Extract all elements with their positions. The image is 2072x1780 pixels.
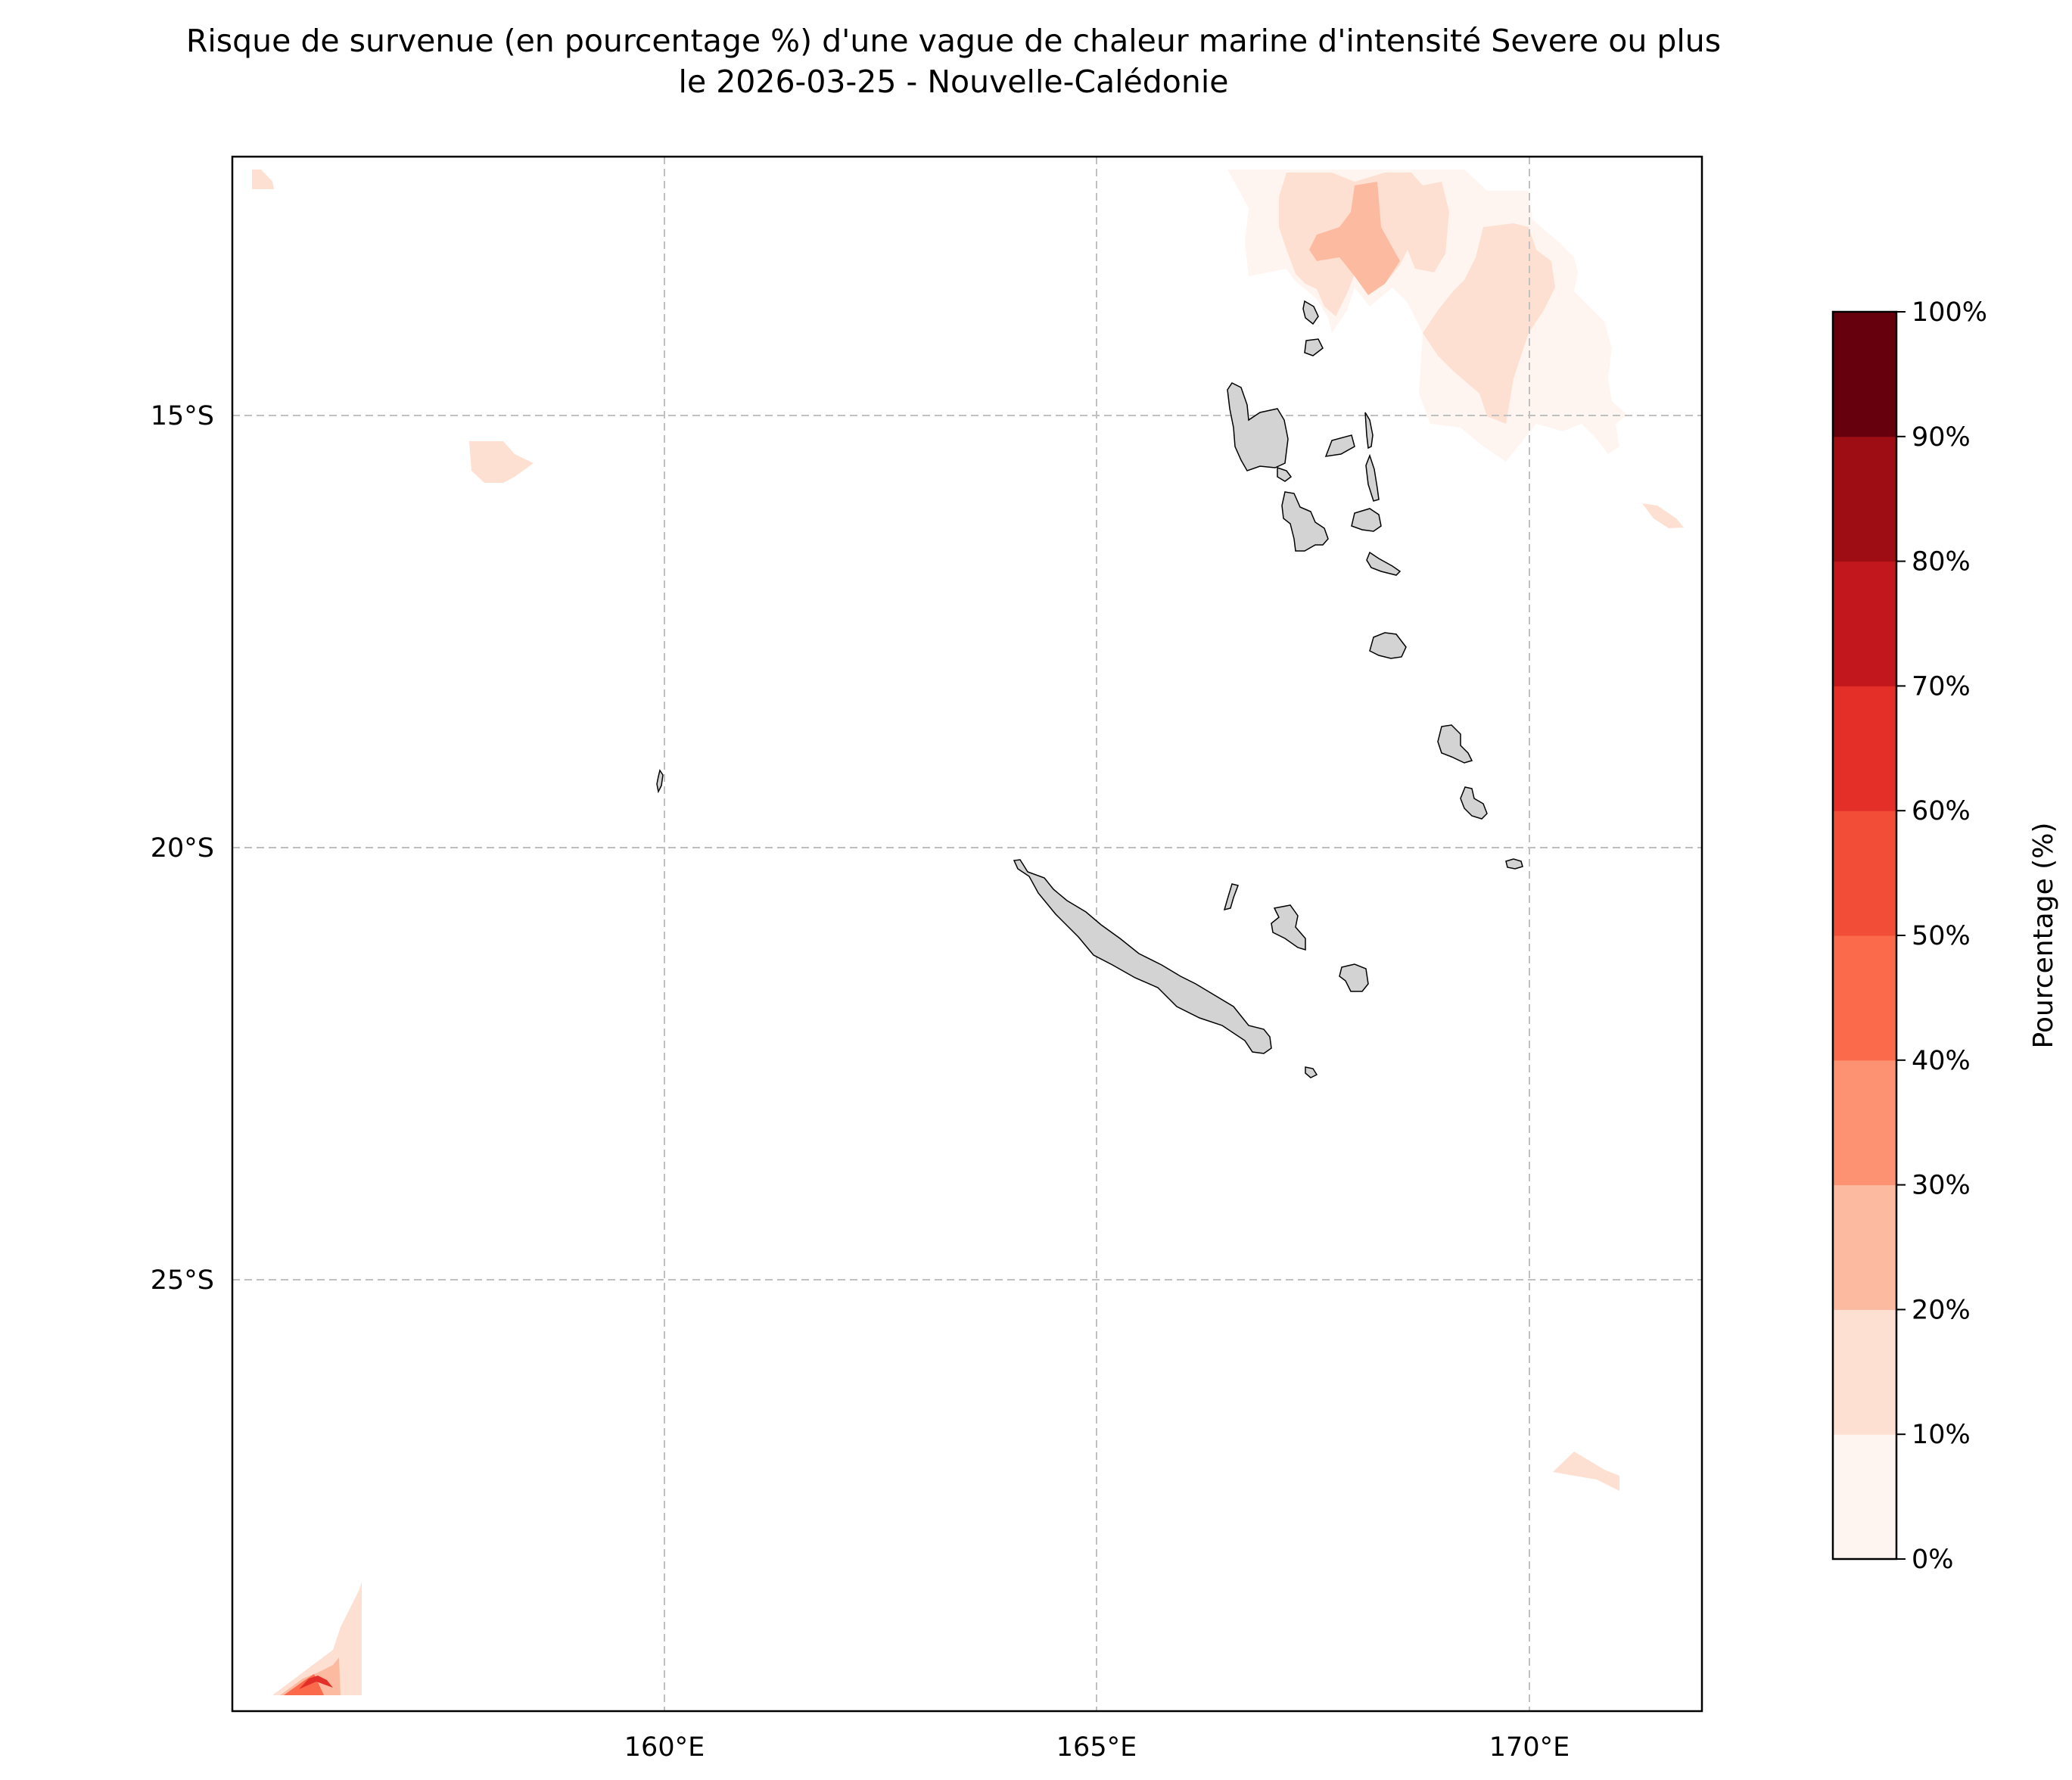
colorbar-frame [1831, 310, 1898, 1561]
colorbar-tick-label: 100% [1912, 297, 1987, 328]
colorbar-bands [1833, 312, 1896, 1560]
colorbar-ticks: 0% 10% 20% 30% 40% 50% 60% 70% 80% 90% 100% [1896, 297, 1987, 1575]
colorbar: 0% 10% 20% 30% 40% 50% 60% 70% 80% 90% 100% Pource… [1831, 297, 2059, 1575]
land-ouvea [1223, 883, 1239, 911]
colorbar-label: Pourcentage (%) [2028, 823, 2059, 1049]
map-frame [231, 155, 1703, 1713]
land-grande-terre [1013, 859, 1272, 1054]
colorbar-tick-label: 20% [1912, 1295, 1971, 1325]
colorbar-tick-label: 70% [1912, 671, 1971, 702]
colorbar-tick-label: 30% [1912, 1171, 1971, 1201]
title-line1: Risque de survenue (en pourcentage %) d'… [186, 23, 1721, 59]
risk-area-ne-mid-2 [1423, 223, 1555, 424]
colorbar-tick-label: 90% [1912, 422, 1971, 453]
map-panel [231, 155, 1703, 1713]
colorbar-band [1833, 1060, 1896, 1186]
land-erromango [1437, 724, 1473, 764]
colorbar-band [1833, 312, 1896, 437]
land-efate [1369, 632, 1407, 659]
risk-area-west [469, 441, 534, 483]
land-masses [656, 300, 1523, 1078]
land-mare [1339, 963, 1369, 992]
colorbar-tick-label: 40% [1912, 1046, 1971, 1076]
colorbar-band [1833, 1434, 1896, 1560]
risk-area-corner-nw [252, 170, 274, 189]
land-espiritu-santo [1227, 382, 1289, 471]
land-epi [1366, 551, 1402, 576]
colorbar-band [1833, 561, 1896, 686]
land-ambae [1324, 434, 1355, 457]
risk-area-se [1553, 1452, 1619, 1491]
land-tanna [1460, 786, 1488, 820]
lat-tick-15s: 15°S [151, 401, 214, 431]
land-malekula [1281, 491, 1329, 552]
colorbar-band [1833, 686, 1896, 811]
lon-tick-170: 170°E [1489, 1732, 1570, 1763]
land-pentecost [1365, 453, 1380, 502]
lat-tick-25s: 25°S [151, 1265, 214, 1296]
land-maewo [1364, 412, 1374, 450]
colorbar-band [1833, 1184, 1896, 1310]
lon-tick-160: 160°E [624, 1732, 705, 1763]
land-malo [1277, 466, 1293, 482]
lat-tick-20s: 20°S [151, 833, 214, 864]
risk-area-ne-strong [1309, 182, 1400, 295]
colorbar-band [1833, 1309, 1896, 1435]
lat-tick-labels: 15°S 20°S 25°S [151, 401, 214, 1296]
risk-area-sw-peak [299, 1676, 333, 1689]
lon-tick-labels: 160°E 165°E 170°E [624, 1732, 1570, 1763]
colorbar-tick-label: 10% [1912, 1420, 1971, 1450]
colorbar-band [1833, 811, 1896, 936]
colorbar-tick-label: 80% [1912, 547, 1971, 577]
risk-contours [252, 170, 1684, 1695]
colorbar-tick-label: 50% [1912, 921, 1971, 951]
colorbar-band [1833, 436, 1896, 562]
land-ile-des-pins [1305, 1066, 1318, 1078]
colorbar-band [1833, 935, 1896, 1061]
colorbar-tick-label: 0% [1912, 1545, 1954, 1575]
land-torres [1302, 300, 1319, 325]
land-banks [1304, 338, 1324, 356]
colorbar-tick-label: 60% [1912, 796, 1971, 826]
land-ambrym [1351, 508, 1382, 532]
land-aneityum [1505, 858, 1523, 870]
title-line2: le 2026-03-25 - Nouvelle-Calédonie [679, 64, 1229, 100]
risk-area-far-ne [1642, 503, 1684, 528]
land-lifou [1271, 904, 1306, 951]
lon-tick-165: 165°E [1056, 1732, 1137, 1763]
land-chesterfield [656, 769, 664, 794]
risk-area-sw-mid [280, 1657, 341, 1695]
